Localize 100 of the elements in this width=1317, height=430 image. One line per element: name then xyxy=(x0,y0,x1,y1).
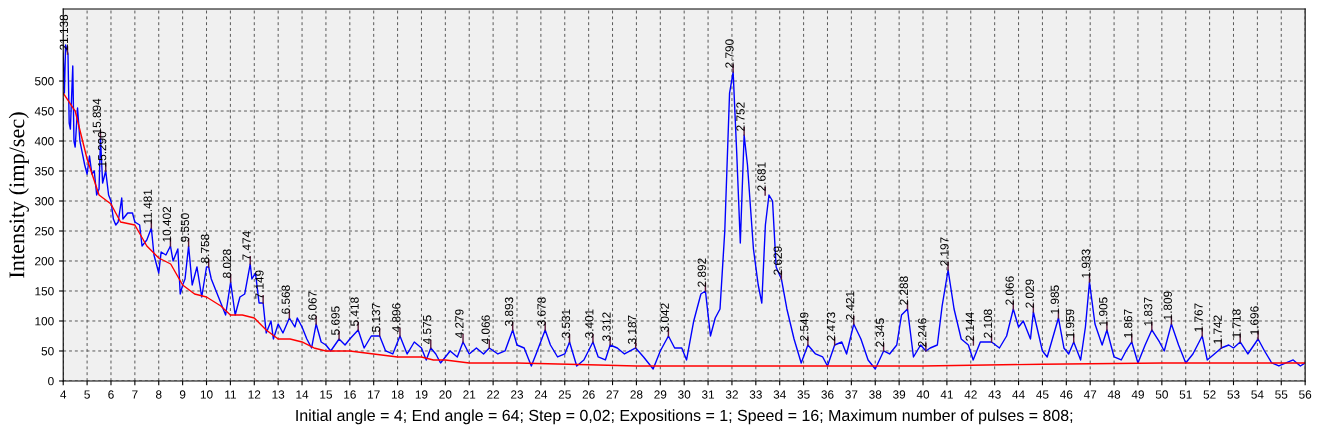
annotation: 2.473 xyxy=(826,312,836,341)
x-tick-label: 51 xyxy=(1179,390,1192,399)
y-axis-title: Intensity (imp/sec) xyxy=(8,112,29,278)
x-tick-label: 37 xyxy=(845,390,858,399)
annotation: 2.144 xyxy=(965,312,974,341)
x-tick-label: 35 xyxy=(797,390,810,399)
x-tick-label: 38 xyxy=(869,390,882,399)
x-tick-label: 25 xyxy=(558,390,571,399)
annotation: 2.790 xyxy=(725,39,734,68)
x-axis-title: Initial angle = 4; End angle = 64; Step = 0,02; Expositions = 1; Speed = 16; Maximum number of pulses = 808; xyxy=(296,409,1073,425)
y-tick-label: 100 xyxy=(35,317,54,326)
annotation: 3.401 xyxy=(585,309,594,338)
y-tick-label: 200 xyxy=(35,257,54,266)
x-tick-label: 19 xyxy=(415,390,428,399)
annotation: 1.985 xyxy=(1050,285,1059,314)
x-tick-label: 22 xyxy=(487,390,500,399)
line-series xyxy=(63,92,1306,367)
annotation: 7.474 xyxy=(242,231,251,260)
annotation: 6.568 xyxy=(281,285,290,314)
annotation: 2.197 xyxy=(940,237,949,266)
y-tick-label: 250 xyxy=(35,227,54,236)
annotation: 6.067 xyxy=(308,291,317,320)
x-tick-label: 31 xyxy=(701,390,715,399)
annotation: 3.678 xyxy=(537,297,546,326)
annotation: 2.549 xyxy=(800,312,809,341)
annotation: 3.531 xyxy=(561,309,571,338)
annotation: 4.896 xyxy=(392,303,401,333)
annotation: 2.108 xyxy=(983,309,993,338)
x-tick-label: 6 xyxy=(108,390,114,399)
x-tick-label: 23 xyxy=(511,390,524,399)
x-tick-label: 39 xyxy=(893,390,906,399)
annotation: 2.066 xyxy=(1005,276,1014,305)
x-tick-label: 14 xyxy=(296,390,309,399)
x-tick-label: 9 xyxy=(179,390,186,399)
x-tick-label: 49 xyxy=(1131,390,1144,399)
annotation: 1.767 xyxy=(1194,303,1203,332)
y-tick-label: 500 xyxy=(34,77,54,86)
x-tick-label: 48 xyxy=(1107,390,1121,399)
annotation: 3.042 xyxy=(660,303,669,332)
x-tick-label: 41 xyxy=(940,390,953,399)
annotation: 1.867 xyxy=(1123,309,1133,338)
annotation: 2.345 xyxy=(875,318,885,347)
x-tick-label: 43 xyxy=(988,390,1001,399)
x-tick-label: 32 xyxy=(725,390,738,399)
annotation: 3.187 xyxy=(627,315,637,344)
x-tick-label: 15 xyxy=(320,390,332,399)
x-tick-label: 4 xyxy=(60,390,67,399)
annotation: 11.481 xyxy=(143,189,152,224)
x-tick-label: 8 xyxy=(155,390,162,399)
x-tick-label: 40 xyxy=(916,390,930,399)
x-tick-label: 34 xyxy=(773,390,786,399)
x-tick-label: 17 xyxy=(368,390,380,399)
x-tick-label: 54 xyxy=(1251,390,1264,399)
annotation: 4.279 xyxy=(455,309,464,339)
x-tick-label: 55 xyxy=(1275,390,1288,399)
annotation: 8.028 xyxy=(222,249,232,278)
annotation: 1.742 xyxy=(1213,315,1222,344)
annotation: 1.905 xyxy=(1099,297,1108,326)
annotation: 3.893 xyxy=(504,297,514,326)
annotation: 1.696 xyxy=(1250,306,1259,335)
y-tick-label: 400 xyxy=(34,137,54,146)
annotation: 5.418 xyxy=(350,297,359,326)
annotation: 3.312 xyxy=(602,312,611,341)
x-tick-label: 24 xyxy=(534,390,548,399)
annotation: 4.066 xyxy=(481,315,490,345)
annotation: 2.629 xyxy=(773,246,782,275)
x-tick-label: 21 xyxy=(463,390,476,399)
x-tick-label: 42 xyxy=(964,390,977,399)
y-tick-label: 350 xyxy=(34,167,54,176)
annotation: 2.892 xyxy=(697,258,706,287)
x-tick-label: 20 xyxy=(439,390,452,399)
y-tick-label: 0 xyxy=(48,377,54,386)
annotation: 5.695 xyxy=(331,306,340,335)
x-tick-label: 5 xyxy=(84,390,90,399)
annotation: 21.138 xyxy=(59,14,69,50)
annotation: 1.933 xyxy=(1081,249,1091,278)
annotation: 2.246 xyxy=(918,318,927,347)
x-tick-label: 7 xyxy=(132,390,138,399)
y-tick-label: 300 xyxy=(34,197,54,206)
x-tick-label: 52 xyxy=(1203,390,1216,399)
annotation: 2.029 xyxy=(1025,279,1034,308)
x-tick-label: 29 xyxy=(654,390,667,399)
x-tick-label: 50 xyxy=(1155,390,1168,399)
x-tick-label: 30 xyxy=(678,390,691,399)
annotation: 8.758 xyxy=(200,234,210,263)
annotation: 5.137 xyxy=(371,303,381,332)
x-tick-label: 33 xyxy=(749,390,762,399)
annotation: 1.837 xyxy=(1143,297,1153,326)
annotation: 1.809 xyxy=(1163,291,1172,320)
annotation: 9.550 xyxy=(180,213,190,242)
x-tick-label: 10 xyxy=(200,390,213,399)
x-tick-label: 11 xyxy=(225,390,236,399)
annotation: 1.718 xyxy=(1232,309,1241,338)
annotation: 7.149 xyxy=(255,270,264,299)
y-tick-label: 150 xyxy=(35,287,54,296)
annotation: 2.681 xyxy=(757,162,766,191)
x-tick-label: 26 xyxy=(582,390,595,399)
annotation: 10.402 xyxy=(162,206,171,242)
annotation: 4.575 xyxy=(423,315,432,345)
x-tick-label: 36 xyxy=(821,390,834,399)
